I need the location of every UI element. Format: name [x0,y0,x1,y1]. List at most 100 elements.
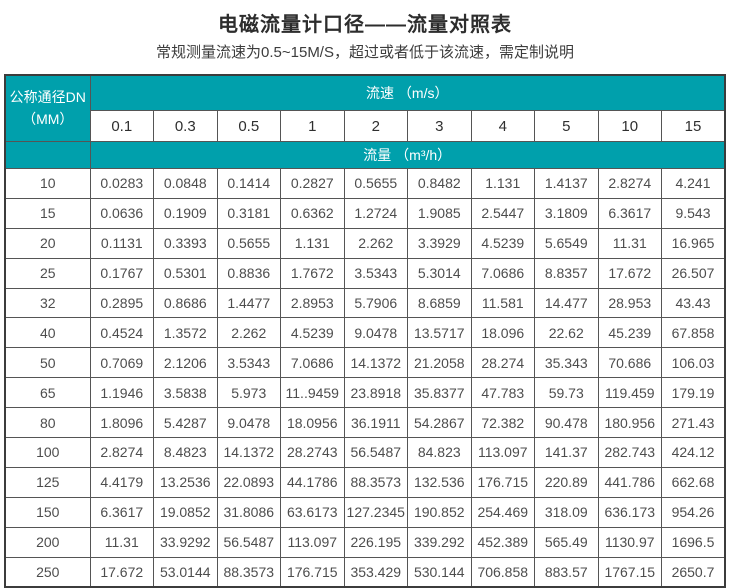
flow-value-cell: 56.5487 [343,437,408,468]
flow-value-cell: 5.973 [216,377,281,409]
dn-cell: 20 [4,227,91,259]
flow-value-cell: 21.2058 [407,347,472,379]
velocity-value: 5 [534,110,599,142]
flow-value-cell: 1.8096 [89,407,154,439]
flow-value-cell: 1.4137 [534,168,599,199]
flow-value-cell: 353.429 [343,556,408,588]
flow-value-cell: 190.852 [407,496,472,528]
dn-cell: 32 [4,287,91,319]
flow-value-cell: 13.5717 [407,317,472,349]
flow-value-cell: 220.89 [534,466,599,498]
flow-value-cell: 36.1911 [343,407,408,439]
header-row-velocity-label: 公称通径DN （MM） 流速 （m/s） [4,74,726,142]
flow-value-cell: 127.2345 [343,496,408,528]
flow-value-cell: 0.6362 [280,197,345,229]
dn-cell: 250 [4,556,91,588]
flow-value-cell: 70.686 [597,347,662,379]
flow-value-cell: 11.31 [597,227,662,259]
flow-value-cell: 2.8274 [597,168,662,199]
flow-value-cell: 662.68 [661,466,726,498]
flow-value-cell: 176.715 [470,466,535,498]
flow-value-cell: 84.823 [407,437,472,468]
flow-value-cell: 14.477 [534,287,599,319]
flow-value-cell: 22.62 [534,317,599,349]
flow-value-cell: 883.57 [534,556,599,588]
flow-value-cell: 0.8482 [407,168,472,199]
corner-header-line1: 公称通径DN [9,88,86,105]
flow-value-cell: 1.3572 [153,317,218,349]
flow-value-cell: 106.03 [661,347,726,379]
table-row: 50 0.7069 2.1206 3.5343 7.0686 14.1372 21.2058… [4,347,726,379]
flow-value-cell: 33.9292 [153,526,218,558]
table-row: 20 0.1131 0.3393 0.5655 1.131 2.262 3.3929 4.52… [4,227,726,259]
flow-value-cell: 0.1909 [153,197,218,229]
flow-value-cell: 2.1206 [153,347,218,379]
flow-value-cell: 0.1131 [89,227,154,259]
flow-value-cell: 4.241 [661,168,726,199]
flow-value-cell: 5.7906 [343,287,408,319]
flow-value-cell: 2.262 [343,227,408,259]
flow-value-cell: 6.3617 [597,197,662,229]
flow-value-cell: 5.4287 [153,407,218,439]
flow-value-cell: 11.31 [89,526,154,558]
flow-value-cell: 318.09 [534,496,599,528]
flow-value-cell: 3.5838 [153,377,218,409]
flow-value-cell: 1767.15 [597,556,662,588]
flow-value-cell: 0.0283 [89,168,154,199]
flow-value-cell: 0.5655 [216,227,281,259]
flow-value-cell: 119.459 [597,377,662,409]
flow-value-cell: 452.389 [470,526,535,558]
flow-value-cell: 0.8836 [216,257,281,289]
table-row: 15 0.0636 0.1909 0.3181 0.6362 1.2724 1.9085 2.… [4,197,726,229]
flow-value-cell: 8.4823 [153,437,218,468]
flow-value-cell: 9.0478 [216,407,281,439]
flow-value-cell: 14.1372 [216,437,281,468]
corner-header: 公称通径DN （MM） [4,74,91,142]
flow-value-cell: 56.5487 [216,526,281,558]
flow-value-cell: 530.144 [407,556,472,588]
table-row: 250 17.672 53.0144 88.3573 176.715 353.429 530… [4,556,726,588]
flow-header: 流量 （m³/h） [89,141,726,169]
flow-value-cell: 113.097 [470,437,535,468]
dn-cell: 150 [4,496,91,528]
flow-value-cell: 3.5343 [216,347,281,379]
flow-value-cell: 23.8918 [343,377,408,409]
flow-comparison-table: 公称通径DN （MM） 流速 （m/s） 0.1 0.3 0.5 1 2 3 4 5 10 15 … [4,74,726,588]
velocity-value: 1 [280,110,345,142]
table-row: 25 0.1767 0.5301 0.8836 1.7672 3.5343 5.3014 7.… [4,257,726,289]
flow-value-cell: 2.262 [216,317,281,349]
dn-cell: 25 [4,257,91,289]
velocity-value: 0.1 [89,110,154,142]
flow-value-cell: 88.3573 [216,556,281,588]
flow-value-cell: 18.0956 [280,407,345,439]
flow-value-cell: 72.382 [470,407,535,439]
flow-value-cell: 2.8274 [89,437,154,468]
flow-value-cell: 1.4477 [216,287,281,319]
velocity-values-row: 0.1 0.3 0.5 1 2 3 4 5 10 15 [5,110,726,142]
table-row: 200 11.31 33.9292 56.5487 113.097 226.195 339.… [4,526,726,558]
flow-value-cell: 0.3393 [153,227,218,259]
flow-value-cell: 31.8086 [216,496,281,528]
table-row: 100 2.8274 8.4823 14.1372 28.2743 56.5487 84.8… [4,437,726,468]
dn-cell: 200 [4,526,91,558]
flow-value-cell: 1.131 [470,168,535,199]
flow-value-cell: 53.0144 [153,556,218,588]
flow-value-cell: 8.6859 [407,287,472,319]
flow-value-cell: 28.953 [597,287,662,319]
flow-value-cell: 19.0852 [153,496,218,528]
dn-cell: 15 [4,197,91,229]
flow-value-cell: 954.26 [661,496,726,528]
table-row: 32 0.2895 0.8686 1.4477 2.8953 5.7906 8.6859 11… [4,287,726,319]
velocity-value: 15 [661,110,726,142]
flow-value-cell: 636.173 [597,496,662,528]
flow-value-cell: 176.715 [280,556,345,588]
flow-value-cell: 8.8357 [534,257,599,289]
flow-value-cell: 18.096 [470,317,535,349]
flow-value-cell: 45.239 [597,317,662,349]
flow-value-cell: 132.536 [407,466,472,498]
flow-value-cell: 2.8953 [280,287,345,319]
flow-value-cell: 141.37 [534,437,599,468]
flow-value-cell: 22.0893 [216,466,281,498]
flow-value-cell: 0.3181 [216,197,281,229]
flow-value-cell: 4.4179 [89,466,154,498]
